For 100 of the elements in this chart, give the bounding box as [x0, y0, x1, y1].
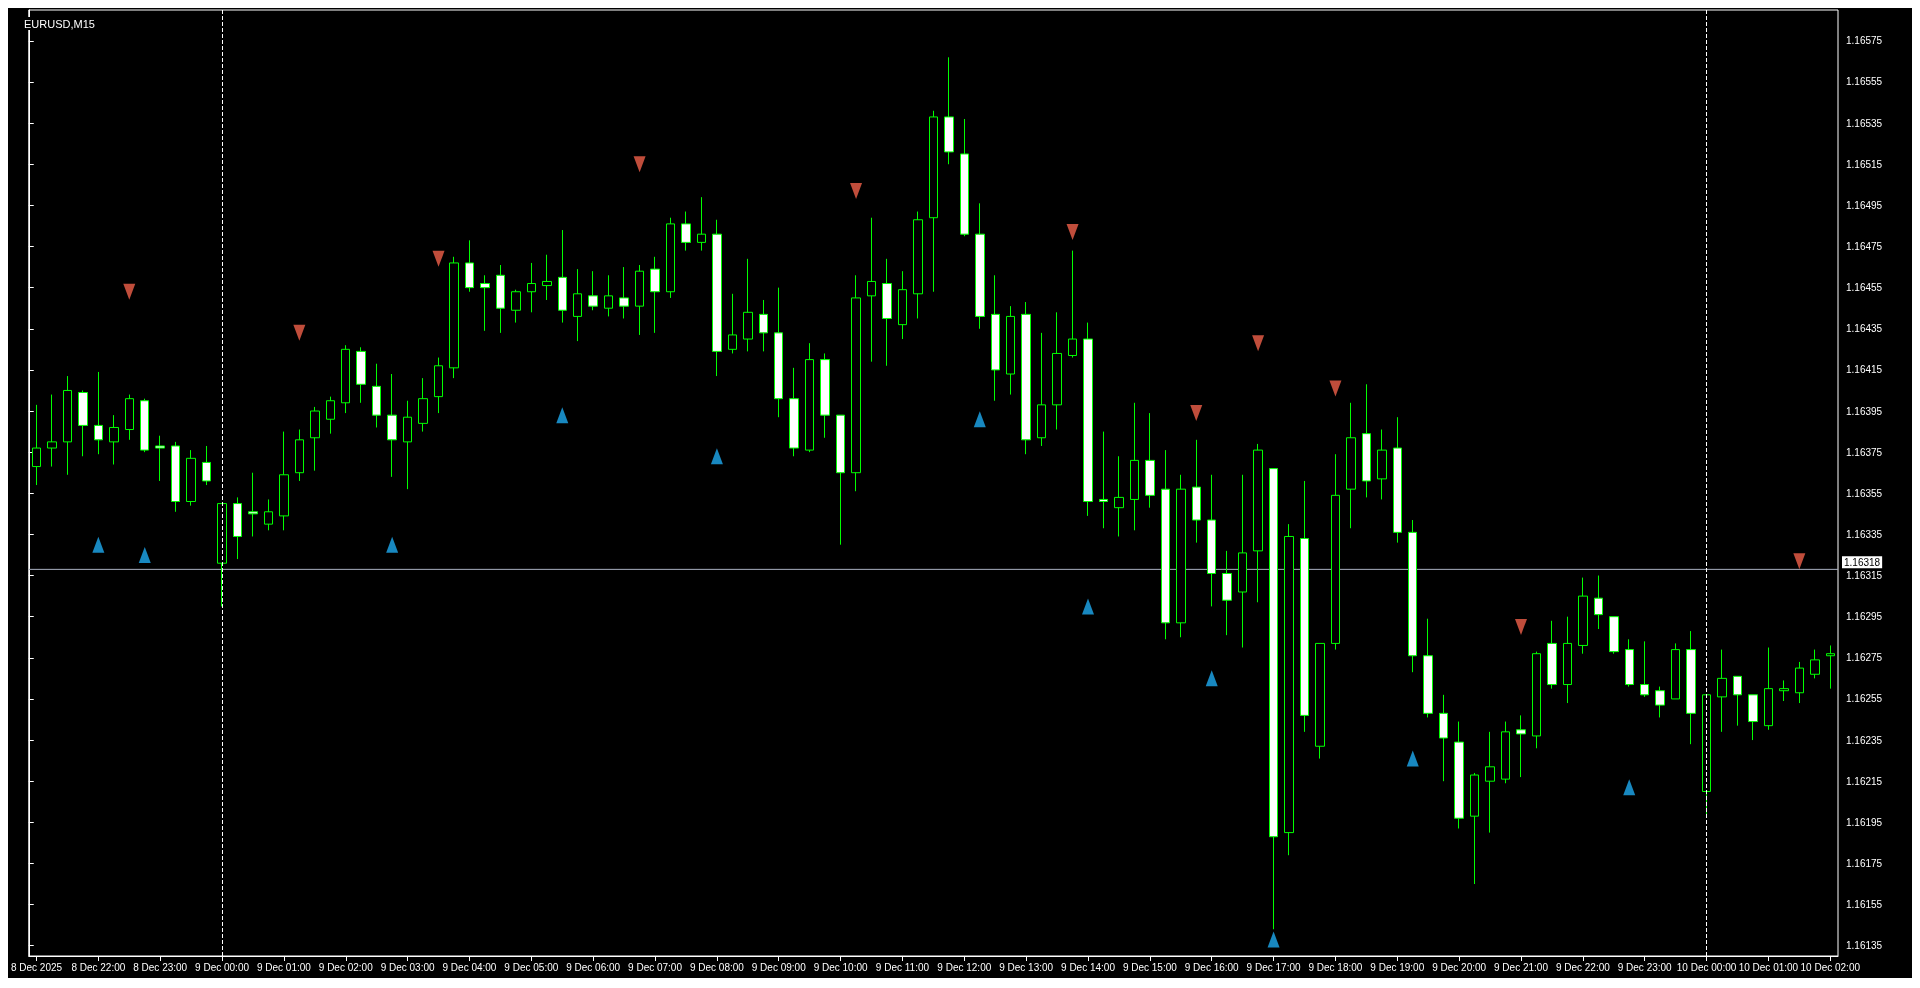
candlestick — [1423, 618, 1433, 718]
x-tick-label: 9 Dec 06:00 — [566, 961, 621, 973]
candlestick — [1037, 332, 1046, 447]
y-tick-label: 1.16275 — [1846, 652, 1883, 664]
candlestick — [882, 258, 892, 367]
candlestick — [960, 118, 969, 237]
candlestick — [898, 270, 907, 340]
candlestick — [1625, 638, 1634, 688]
candlestick — [1439, 694, 1448, 782]
candlestick — [666, 217, 675, 299]
candlestick — [511, 289, 521, 324]
point — [1406, 750, 1419, 767]
candlestick — [1532, 651, 1541, 749]
x-tick-label: 9 Dec 22:00 — [1555, 961, 1611, 973]
y-tick-label: 1.16375 — [1846, 446, 1883, 458]
candlestick — [1671, 642, 1680, 700]
point — [850, 182, 863, 199]
y-tick-label: 1.16215 — [1846, 775, 1883, 787]
candlestick — [1331, 453, 1340, 651]
candlestick — [1501, 721, 1510, 784]
candlestick — [1795, 661, 1804, 704]
candlestick — [387, 373, 397, 478]
x-tick-label: 9 Dec 09:00 — [751, 961, 807, 973]
candlestick — [1547, 620, 1557, 690]
candlestick — [1393, 416, 1402, 544]
y-tick-label: 1.16435 — [1846, 323, 1883, 335]
candlestick — [728, 293, 737, 354]
point — [1205, 670, 1218, 687]
x-tick-label: 9 Dec 01:00 — [256, 961, 312, 973]
y-tick-label: 1.16315 — [1846, 570, 1883, 582]
candlestick — [1253, 443, 1263, 603]
candlestick — [1810, 649, 1820, 679]
ref-line-label: 1.16318 — [1844, 556, 1881, 568]
candlestick — [109, 414, 119, 465]
candlestick — [47, 394, 57, 468]
candlestick — [1161, 449, 1170, 640]
x-tick-label: 9 Dec 18:00 — [1308, 961, 1363, 973]
point — [1267, 931, 1280, 948]
x-tick-label: 9 Dec 11:00 — [875, 961, 930, 973]
x-tick-label: 9 Dec 23:00 — [1617, 961, 1673, 973]
candlestick — [1826, 644, 1835, 690]
x-tick-label: 9 Dec 07:00 — [628, 961, 683, 973]
candlestick — [1207, 474, 1216, 607]
candlestick — [1238, 474, 1247, 649]
candlestick — [836, 414, 845, 546]
candlestick — [1114, 455, 1124, 537]
candlestick — [619, 266, 629, 319]
x-tick-label: 8 Dec 2025 — [10, 961, 63, 973]
candlestick — [94, 371, 103, 455]
point — [293, 324, 306, 341]
candlestick — [604, 274, 613, 317]
candlestick — [697, 196, 706, 252]
candlestick — [1594, 575, 1603, 630]
y-tick-label: 1.16335 — [1846, 528, 1883, 540]
candlestick — [480, 274, 490, 332]
candlestick — [496, 264, 505, 334]
y-tick-label: 1.16295 — [1846, 611, 1883, 623]
point — [1082, 598, 1095, 615]
candlestick — [573, 268, 582, 342]
candlestick — [1300, 480, 1309, 733]
candlestick — [125, 394, 134, 441]
candlestick — [1145, 412, 1155, 509]
y-tick-label: 1.16135 — [1846, 940, 1883, 952]
y-tick-label: 1.16395 — [1846, 405, 1883, 417]
text: EURUSD,M15 — [24, 17, 95, 30]
candlestick — [1655, 686, 1665, 718]
candlestick — [558, 229, 567, 324]
candlestick — [1578, 577, 1588, 655]
candlestick — [233, 496, 242, 560]
point — [710, 448, 723, 465]
candlestick — [202, 445, 211, 486]
y-tick-label: 1.16255 — [1846, 693, 1883, 705]
y-tick-label: 1.16415 — [1846, 364, 1883, 376]
x-tick-label: 10 Dec 00:00 — [1676, 961, 1737, 973]
x-tick-label: 9 Dec 16:00 — [1184, 961, 1240, 973]
y-tick-label: 1.16175 — [1846, 857, 1883, 869]
candlestick — [418, 377, 428, 433]
y-tick-label: 1.16495 — [1846, 199, 1883, 211]
candlestick — [403, 400, 412, 490]
candlestick — [712, 219, 722, 377]
candlestick — [295, 429, 304, 482]
x-tick-label: 9 Dec 14:00 — [1061, 961, 1116, 973]
candlestick — [913, 211, 923, 319]
candlestick — [820, 352, 830, 439]
x-tick-label: 9 Dec 10:00 — [813, 961, 868, 973]
x-tick-label: 9 Dec 12:00 — [937, 961, 992, 973]
point — [386, 536, 399, 553]
y-tick-label: 1.16455 — [1846, 282, 1883, 294]
point — [1515, 618, 1527, 635]
y-tick-label: 1.16155 — [1846, 899, 1883, 911]
point — [1329, 380, 1342, 397]
y-tick-label: 1.16535 — [1846, 117, 1883, 129]
candlestick — [310, 406, 320, 472]
point — [432, 250, 445, 267]
candlestick — [774, 287, 783, 418]
candlestick — [279, 431, 289, 531]
candlestick — [78, 389, 88, 457]
candlestick — [1346, 402, 1356, 529]
candlestick — [1068, 250, 1077, 359]
point — [1066, 224, 1079, 241]
